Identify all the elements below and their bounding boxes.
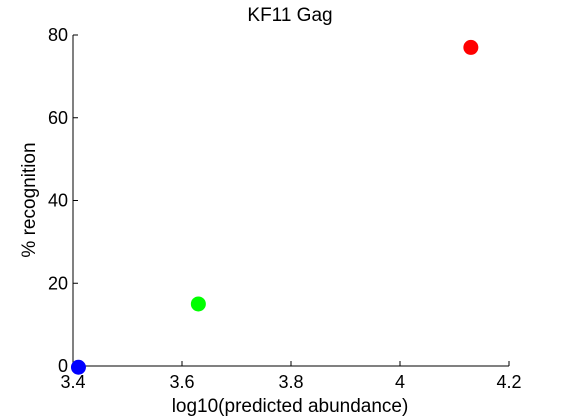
x-tick-label: 3.6 (169, 372, 194, 392)
x-ticks: 3.4 3.6 3.8 4 4.2 (60, 361, 522, 392)
y-axis-label: % recognition (19, 142, 40, 257)
y-tick-label: 20 (48, 273, 68, 293)
y-tick-label: 60 (48, 108, 68, 128)
x-tick-label: 3.8 (278, 372, 303, 392)
chart-title: KF11 Gag (247, 5, 332, 26)
x-tick-label: 4.2 (496, 372, 521, 392)
x-axis-label: log10(predicted abundance) (172, 396, 409, 417)
x-tick-label: 3.4 (60, 372, 85, 392)
data-point (70, 359, 86, 375)
y-tick-label: 0 (58, 356, 68, 376)
y-tick-label: 40 (48, 191, 68, 211)
y-ticks: 0 20 40 60 80 (48, 25, 78, 376)
x-tick-label: 4 (395, 372, 405, 392)
data-points (70, 39, 479, 375)
data-point (463, 39, 479, 55)
axes (72, 35, 509, 367)
y-tick-label: 80 (48, 25, 68, 45)
data-point (190, 296, 206, 312)
